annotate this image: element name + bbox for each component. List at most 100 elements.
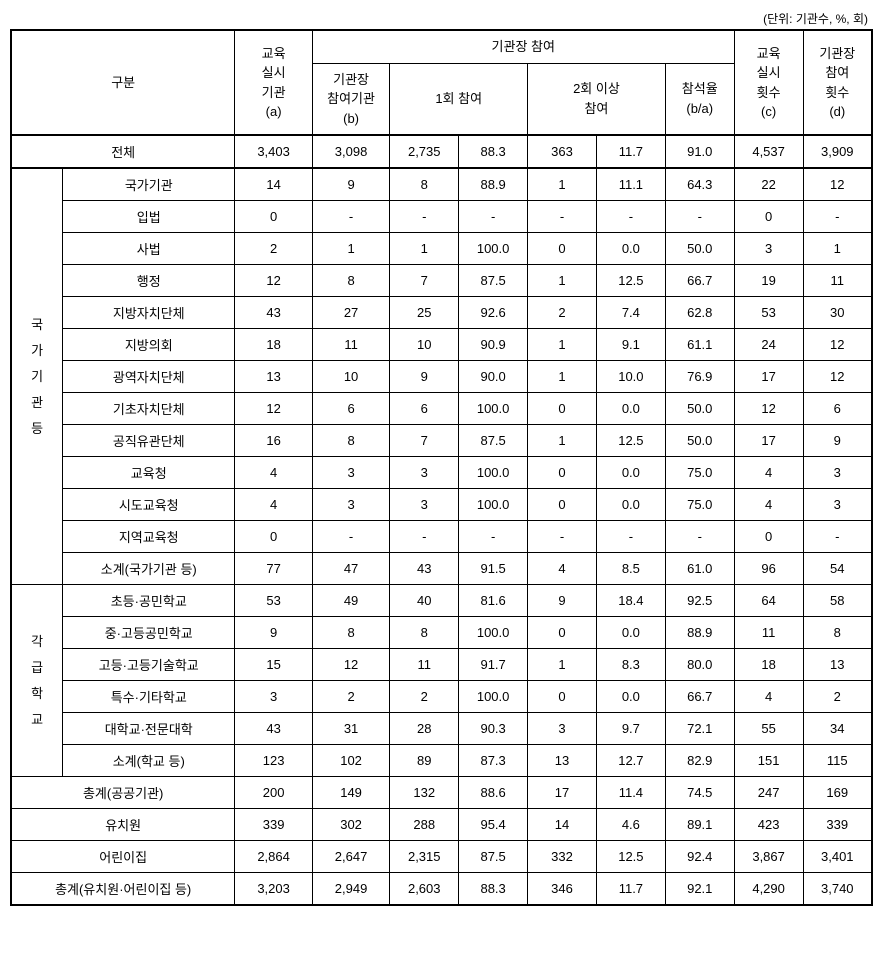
cell: 9.1 — [596, 329, 665, 361]
group-label-national: 국 가 기 관 등 — [11, 168, 63, 585]
cell: 75.0 — [665, 489, 734, 521]
cell: 9 — [528, 585, 597, 617]
cell: 6 — [803, 393, 872, 425]
header-col-a: 교육 실시 기관 (a) — [235, 30, 312, 135]
row-label: 시도교육청 — [63, 489, 235, 521]
cell: 4,537 — [734, 135, 803, 168]
cell: 2 — [235, 233, 312, 265]
cell: 43 — [235, 297, 312, 329]
cell: 3 — [734, 233, 803, 265]
cell: 27 — [312, 297, 389, 329]
table-row: 어린이집2,8642,6472,31587.533212.592.43,8673… — [11, 841, 872, 873]
row-label: 국가기관 — [63, 168, 235, 201]
row-label: 유치원 — [11, 809, 235, 841]
cell: 11.1 — [596, 168, 665, 201]
cell: - — [390, 521, 459, 553]
cell: 3,203 — [235, 873, 312, 906]
cell: 92.1 — [665, 873, 734, 906]
cell: 1 — [528, 425, 597, 457]
cell: 339 — [235, 809, 312, 841]
cell: 1 — [528, 329, 597, 361]
cell: 49 — [312, 585, 389, 617]
cell: - — [803, 521, 872, 553]
cell: 14 — [528, 809, 597, 841]
cell: - — [312, 201, 389, 233]
cell: - — [665, 201, 734, 233]
row-label: 소계(학교 등) — [63, 745, 235, 777]
cell: 3,740 — [803, 873, 872, 906]
table-row: 공직유관단체168787.5112.550.0179 — [11, 425, 872, 457]
cell: 9 — [235, 617, 312, 649]
cell: 9 — [803, 425, 872, 457]
cell: 90.0 — [459, 361, 528, 393]
cell: 0.0 — [596, 617, 665, 649]
cell: 1 — [528, 168, 597, 201]
cell: 1 — [528, 649, 597, 681]
cell: 200 — [235, 777, 312, 809]
row-label: 초등·공민학교 — [63, 585, 235, 617]
cell: 0.0 — [596, 681, 665, 713]
cell: 88.6 — [459, 777, 528, 809]
cell: 0 — [528, 393, 597, 425]
cell: 53 — [235, 585, 312, 617]
cell: 58 — [803, 585, 872, 617]
cell: 0 — [528, 681, 597, 713]
cell: 3 — [312, 457, 389, 489]
cell: 2 — [390, 681, 459, 713]
cell: 115 — [803, 745, 872, 777]
cell: 3,867 — [734, 841, 803, 873]
cell: 0.0 — [596, 457, 665, 489]
cell: 2 — [528, 297, 597, 329]
header-col-b: 기관장 참여기관 (b) — [312, 63, 389, 135]
cell: 0 — [235, 521, 312, 553]
cell: - — [312, 521, 389, 553]
cell: 90.9 — [459, 329, 528, 361]
cell: 8 — [390, 617, 459, 649]
cell: 123 — [235, 745, 312, 777]
cell: 31 — [312, 713, 389, 745]
cell: - — [596, 201, 665, 233]
cell: 88.9 — [665, 617, 734, 649]
cell: 87.3 — [459, 745, 528, 777]
cell: 302 — [312, 809, 389, 841]
row-label: 지역교육청 — [63, 521, 235, 553]
cell: 75.0 — [665, 457, 734, 489]
cell: 2 — [803, 681, 872, 713]
table-row: 특수·기타학교322100.000.066.742 — [11, 681, 872, 713]
table-row: 지역교육청0------0- — [11, 521, 872, 553]
cell: 4 — [235, 489, 312, 521]
cell: 11.7 — [596, 873, 665, 906]
cell: 169 — [803, 777, 872, 809]
cell: 0.0 — [596, 393, 665, 425]
cell: 30 — [803, 297, 872, 329]
cell: 3 — [312, 489, 389, 521]
cell: 100.0 — [459, 393, 528, 425]
row-label: 대학교·전문대학 — [63, 713, 235, 745]
cell: 4 — [528, 553, 597, 585]
cell: 4 — [734, 457, 803, 489]
cell: 87.5 — [459, 841, 528, 873]
cell: 149 — [312, 777, 389, 809]
cell: 3,098 — [312, 135, 389, 168]
cell: 3,401 — [803, 841, 872, 873]
row-label: 특수·기타학교 — [63, 681, 235, 713]
row-label: 어린이집 — [11, 841, 235, 873]
cell: 2,647 — [312, 841, 389, 873]
cell: 10.0 — [596, 361, 665, 393]
cell: 12 — [803, 168, 872, 201]
cell: - — [528, 521, 597, 553]
header-once: 1회 참여 — [390, 63, 528, 135]
cell: 339 — [803, 809, 872, 841]
cell: 89 — [390, 745, 459, 777]
cell: 6 — [390, 393, 459, 425]
cell: 0 — [528, 233, 597, 265]
table-row: 소계(학교 등)1231028987.31312.782.9151115 — [11, 745, 872, 777]
cell: 11 — [734, 617, 803, 649]
cell: 8 — [390, 168, 459, 201]
cell: 34 — [803, 713, 872, 745]
cell: 2,864 — [235, 841, 312, 873]
cell: 66.7 — [665, 265, 734, 297]
cell: 96 — [734, 553, 803, 585]
cell: 4,290 — [734, 873, 803, 906]
row-label: 전체 — [11, 135, 235, 168]
